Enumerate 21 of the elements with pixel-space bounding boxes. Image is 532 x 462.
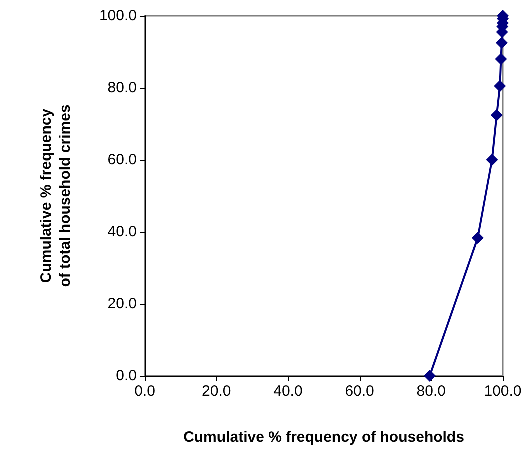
point	[472, 232, 484, 244]
point	[494, 80, 506, 92]
x-tick-label: 100.0	[484, 383, 522, 400]
x-tick-label: 0.0	[134, 383, 156, 400]
point	[496, 37, 508, 49]
x-tick-label: 40.0	[274, 383, 303, 400]
y-tick-label: 100.0	[99, 8, 137, 24]
point	[486, 154, 498, 166]
x-tick-label: 80.0	[416, 383, 446, 400]
y-tick-label: 40.0	[108, 224, 137, 240]
y-tick-label: 80.0	[108, 80, 137, 96]
y-tick-label: 0.0	[116, 368, 137, 384]
point	[490, 109, 503, 122]
x-tick-label: 60.0	[345, 383, 374, 400]
x-axis-title: Cumulative % frequency of households	[184, 429, 464, 446]
y-axis-title: Cumulative % frequency of total household crimes	[38, 104, 74, 288]
y-tick-label: 60.0	[108, 152, 137, 168]
point	[495, 53, 508, 66]
x-tick-label: 20.0	[202, 383, 232, 400]
point	[424, 370, 436, 382]
y-tick-label: 20.0	[108, 296, 137, 312]
